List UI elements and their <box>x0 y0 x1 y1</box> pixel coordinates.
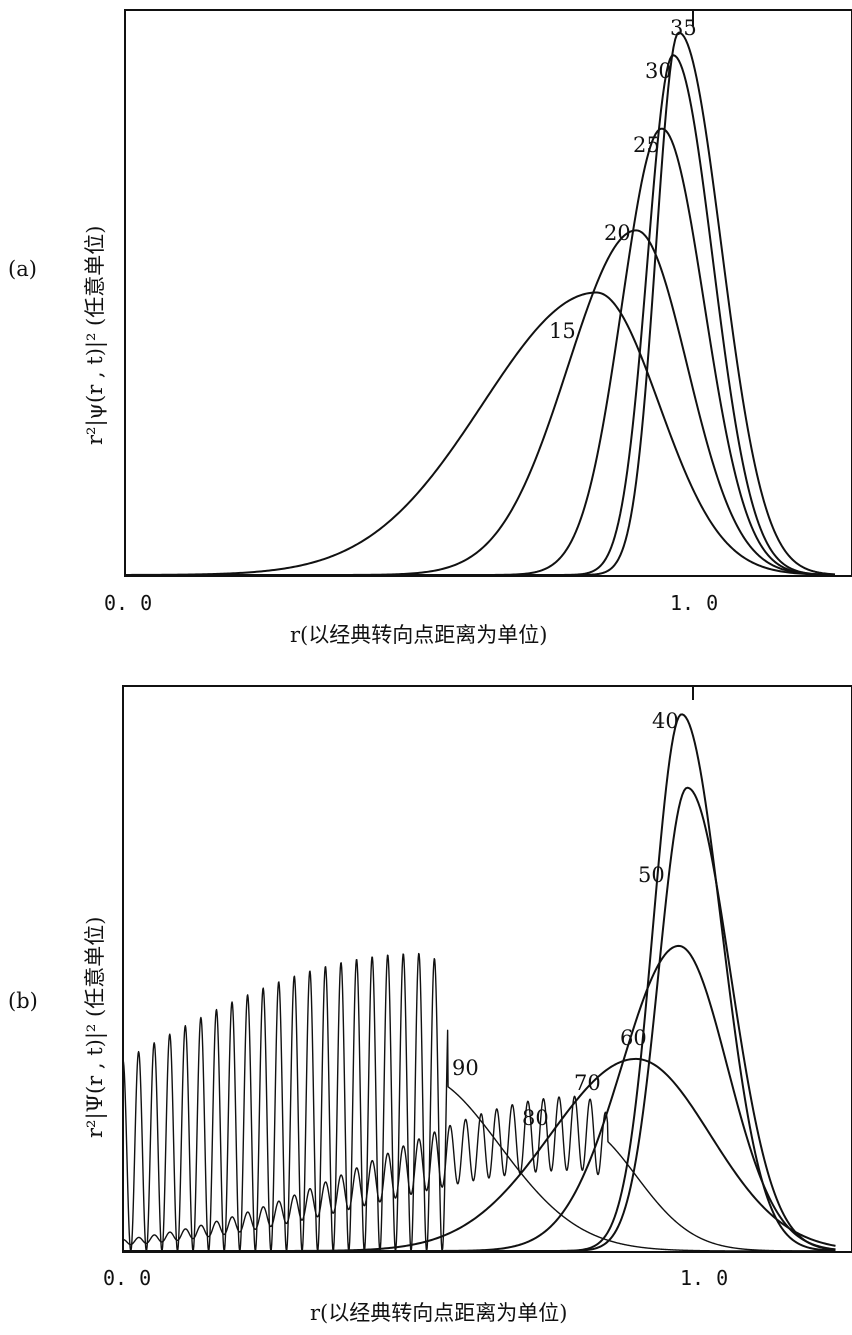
panel-b-series-50 <box>123 786 836 1252</box>
panel-a-series-label-35: 35 <box>670 16 697 40</box>
panel-a-curves <box>125 31 836 576</box>
panel-b-series-70 <box>123 1057 836 1252</box>
panel-b-series-label-50: 50 <box>638 863 665 887</box>
panel-a-series-30 <box>125 54 836 576</box>
panel-b-series-40 <box>123 713 836 1252</box>
panel-b-series-label-40: 40 <box>652 709 679 733</box>
panel-a-series-label-25: 25 <box>633 133 660 157</box>
panel-b-xlabel: r(以经典转向点距离为单位) <box>310 1301 567 1325</box>
panel-a-series-label-20: 20 <box>604 221 631 245</box>
panel-b-label: (b) <box>8 989 38 1013</box>
panel-b-ylabel: r²|Ψ(r , t)|² (任意单位) <box>83 917 108 1138</box>
panel-a-series-label-30: 30 <box>645 59 672 83</box>
panel-a-series-label-15: 15 <box>549 319 576 343</box>
panel-a-series-35 <box>125 31 836 576</box>
panel-a-ylabel: r²|ψ(r , t)|² (任意单位) <box>83 226 108 445</box>
panel-b-curves <box>122 713 836 1252</box>
panel-a-series-15 <box>125 291 836 576</box>
panel-b: (b) 0. 0 1. 0 r(以经典转向点距离为单位) r²|Ψ(r , t)… <box>8 685 852 1325</box>
panel-b-series-label-80: 80 <box>522 1106 549 1130</box>
panel-b-series-60 <box>123 944 836 1252</box>
panel-b-xtick-0: 0. 0 <box>103 1266 151 1290</box>
panel-b-series-label-60: 60 <box>620 1026 647 1050</box>
panel-a-xtick-1: 1. 0 <box>670 591 718 615</box>
panel-b-series-label-70: 70 <box>574 1071 601 1095</box>
panel-b-series-label-90: 90 <box>452 1056 479 1080</box>
panel-a-frame <box>124 9 852 577</box>
panel-a: (a) 0. 0 1. 0 r(以经典转向点距离为单位) r²|ψ(r , t)… <box>8 9 852 647</box>
panel-a-xlabel: r(以经典转向点距离为单位) <box>290 623 547 647</box>
panel-a-xtick-0: 0. 0 <box>104 591 152 615</box>
panel-b-series-90 <box>122 952 836 1252</box>
panel-a-series-20 <box>125 229 836 576</box>
panel-a-label: (a) <box>8 257 37 281</box>
panel-b-xtick-1: 1. 0 <box>680 1266 728 1290</box>
